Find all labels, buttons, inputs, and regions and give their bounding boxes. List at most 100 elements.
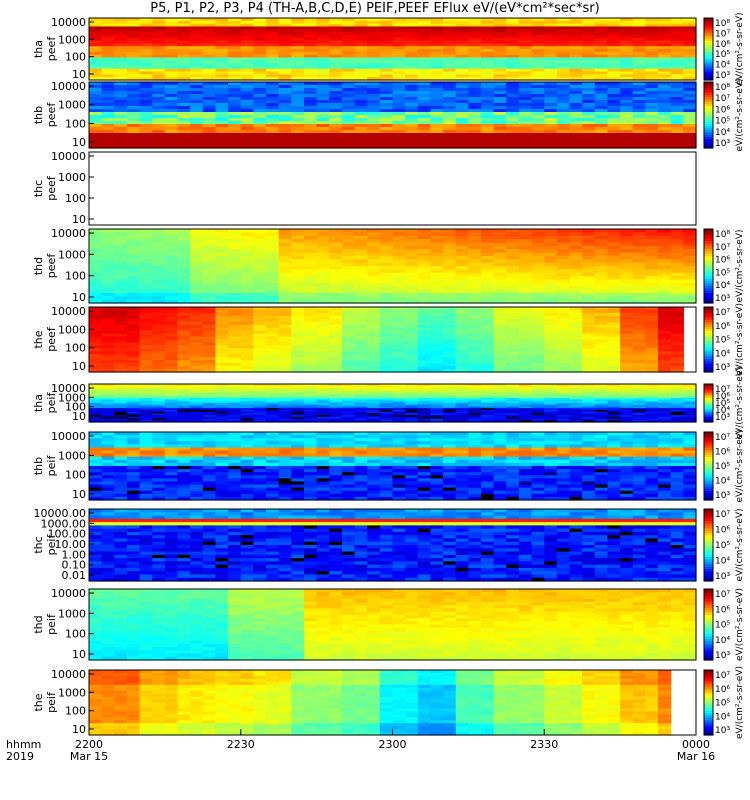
heatmap-cell: [354, 91, 368, 95]
heatmap-cell: [518, 23, 533, 28]
heatmap-cell: [405, 63, 419, 67]
heatmap-cell: [645, 289, 659, 294]
heatmap-cell: [266, 312, 280, 317]
heatmap-cell: [114, 124, 128, 128]
heatmap-cell: [455, 235, 469, 240]
heatmap-cell: [89, 127, 103, 131]
heatmap-cell: [405, 46, 419, 50]
heatmap-cell: [658, 360, 672, 364]
heatmap-cell: [202, 342, 217, 346]
heatmap-cell: [190, 18, 204, 22]
heatmap-cell: [455, 43, 469, 47]
heatmap-cell: [405, 51, 419, 56]
heatmap-cell: [405, 369, 419, 373]
heatmap-cell: [278, 82, 292, 86]
heatmap-cell: [493, 342, 507, 346]
heatmap-cell: [405, 397, 419, 401]
heatmap-cell: [190, 415, 204, 418]
heatmap-cell: [443, 106, 457, 110]
heatmap-cell: [164, 68, 179, 73]
heatmap-cell: [341, 74, 356, 78]
heatmap-cell: [101, 130, 115, 134]
heatmap-cell: [126, 397, 141, 401]
heatmap-cell: [215, 91, 229, 95]
heatmap-cell: [253, 389, 267, 392]
heatmap-cell: [329, 289, 343, 294]
panel-frame: [88, 151, 697, 226]
heatmap-cell: [379, 333, 394, 338]
heatmap-cell: [266, 292, 280, 297]
heatmap-cell: [215, 51, 229, 56]
heatmap-cell: [278, 282, 292, 287]
heatmap-cell: [468, 57, 482, 61]
heatmap-cell: [670, 65, 684, 70]
colorbar-cell: [704, 324, 713, 328]
heatmap-cell: [658, 142, 672, 146]
heatmap-cell: [291, 60, 305, 64]
heatmap-cell: [670, 296, 684, 301]
heatmap-cell: [367, 20, 381, 25]
heatmap-cell: [455, 309, 469, 314]
heatmap-cell: [658, 318, 672, 323]
heatmap-cell: [670, 307, 684, 311]
heatmap-cell: [215, 103, 229, 107]
heatmap-cell: [266, 77, 280, 81]
heatmap-cell: [620, 63, 634, 67]
heatmap-cell: [329, 366, 343, 370]
heatmap-cell: [594, 235, 609, 240]
heatmap-cell: [278, 394, 292, 397]
heatmap-cell: [152, 272, 166, 277]
heatmap-cell: [164, 103, 179, 107]
heatmap-cell: [316, 88, 330, 92]
heatmap-cell: [215, 315, 229, 320]
heatmap-cell: [531, 65, 545, 70]
heatmap-cell: [316, 416, 330, 420]
heatmap-cell: [240, 399, 254, 402]
heatmap-cell: [341, 136, 356, 140]
heatmap-cell: [430, 296, 444, 301]
heatmap-cell: [240, 420, 254, 423]
heatmap-cell: [443, 136, 457, 140]
heatmap-cell: [531, 324, 545, 329]
heatmap-cell: [316, 245, 330, 250]
heatmap-cell: [670, 312, 684, 317]
heatmap-cell: [531, 366, 545, 370]
heatmap-cell: [354, 418, 368, 421]
heatmap-cell: [177, 396, 191, 399]
heatmap-cell: [316, 276, 330, 281]
heatmap-cell: [164, 420, 179, 423]
heatmap-cell: [367, 289, 381, 294]
heatmap-cell: [190, 121, 204, 125]
heatmap-cell: [139, 409, 153, 413]
heatmap-cell: [114, 416, 128, 420]
heatmap-cell: [620, 269, 634, 274]
heatmap-cell: [240, 130, 254, 134]
heatmap-cell: [531, 112, 545, 116]
heatmap-cell: [518, 321, 533, 326]
y-tick-label: 100: [65, 270, 86, 283]
heatmap-cell: [607, 77, 621, 81]
heatmap-cell: [556, 348, 571, 352]
heatmap-cell: [367, 397, 381, 401]
heatmap-cell: [645, 252, 659, 257]
heatmap-cell: [329, 242, 343, 247]
heatmap-cell: [481, 333, 495, 338]
heatmap-cell: [89, 109, 103, 113]
heatmap-cell: [620, 142, 634, 146]
heatmap-cell: [316, 296, 330, 301]
heatmap-cell: [190, 366, 204, 370]
heatmap-cell: [215, 232, 229, 237]
heatmap-cell: [468, 360, 482, 364]
heatmap-cell: [645, 32, 659, 36]
heatmap-cell: [468, 32, 482, 36]
heatmap-cell: [379, 384, 394, 387]
heatmap-cell: [114, 34, 128, 39]
heatmap-cell: [392, 23, 406, 28]
heatmap-cell: [266, 239, 280, 244]
heatmap-cell: [569, 279, 583, 284]
heatmap-cell: [215, 366, 229, 370]
heatmap-cell: [152, 390, 166, 394]
y-tick-label: 1000: [58, 99, 86, 112]
heatmap-cell: [202, 235, 217, 240]
